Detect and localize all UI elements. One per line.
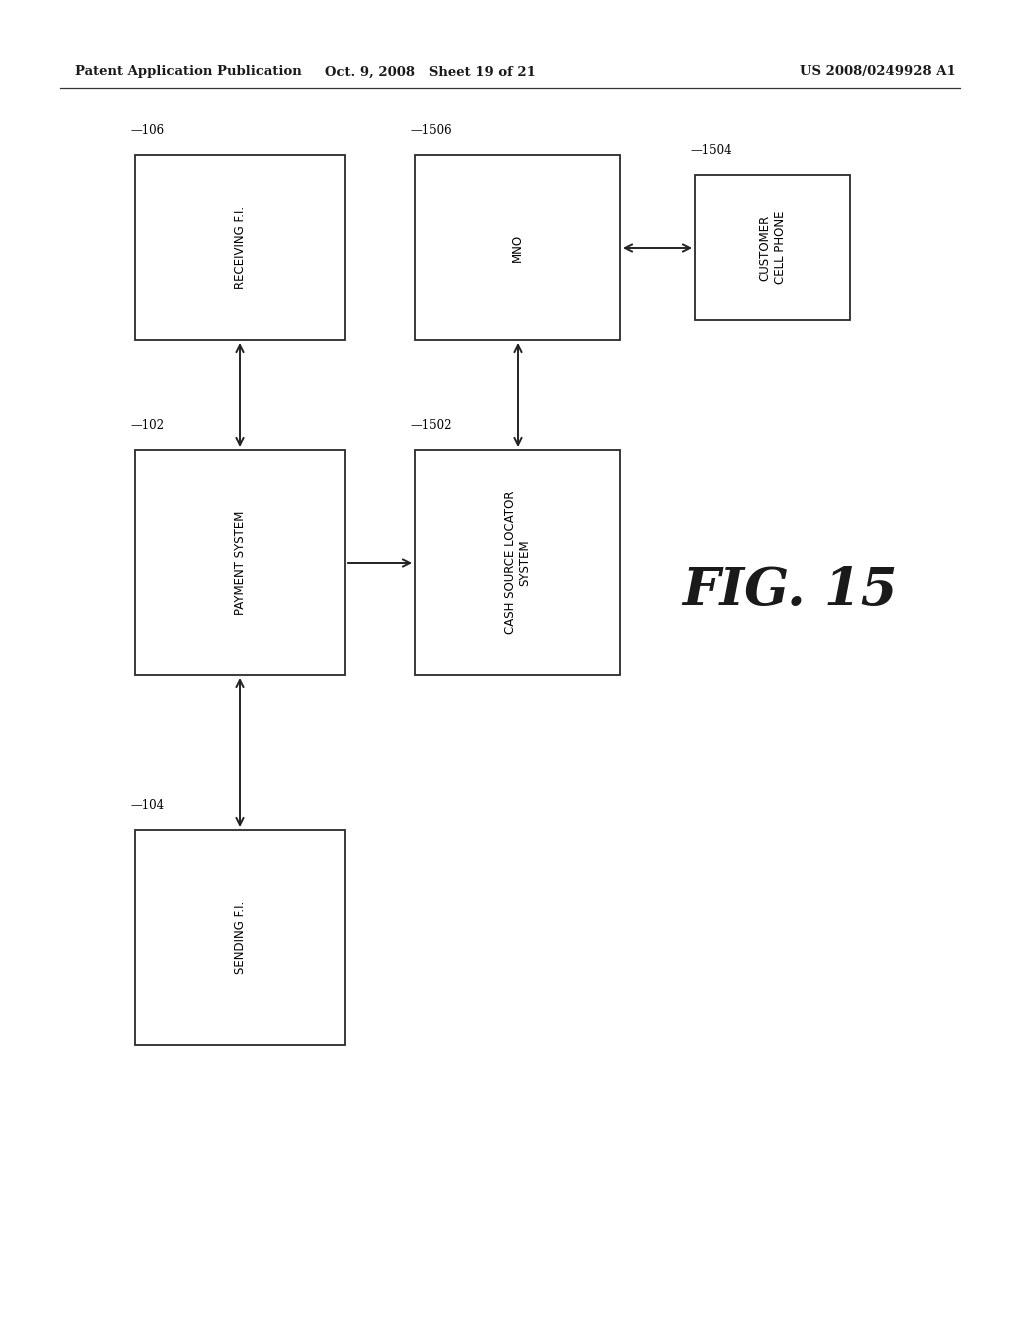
Text: US 2008/0249928 A1: US 2008/0249928 A1 [800,66,955,78]
Bar [415,154,620,341]
Text: FIG. 15: FIG. 15 [682,565,898,615]
Text: Oct. 9, 2008   Sheet 19 of 21: Oct. 9, 2008 Sheet 19 of 21 [325,66,536,78]
Text: —1504: —1504 [690,144,731,157]
Bar [135,450,345,675]
Text: RECEIVING F.I.: RECEIVING F.I. [233,206,247,289]
Text: —1502: —1502 [410,418,452,432]
Bar [135,154,345,341]
Text: —1506: —1506 [410,124,452,137]
Text: —106: —106 [130,124,164,137]
Text: PAYMENT SYSTEM: PAYMENT SYSTEM [233,511,247,615]
Text: —102: —102 [130,418,164,432]
Text: Patent Application Publication: Patent Application Publication [75,66,302,78]
Bar [415,450,620,675]
Bar [695,176,850,319]
Bar [135,830,345,1045]
Text: CUSTOMER
CELL PHONE: CUSTOMER CELL PHONE [759,211,786,284]
Text: SENDING F.I.: SENDING F.I. [233,900,247,974]
Text: —104: —104 [130,799,164,812]
Text: CASH SOURCE LOCATOR
SYSTEM: CASH SOURCE LOCATOR SYSTEM [504,491,531,634]
Text: MNO: MNO [511,234,524,261]
